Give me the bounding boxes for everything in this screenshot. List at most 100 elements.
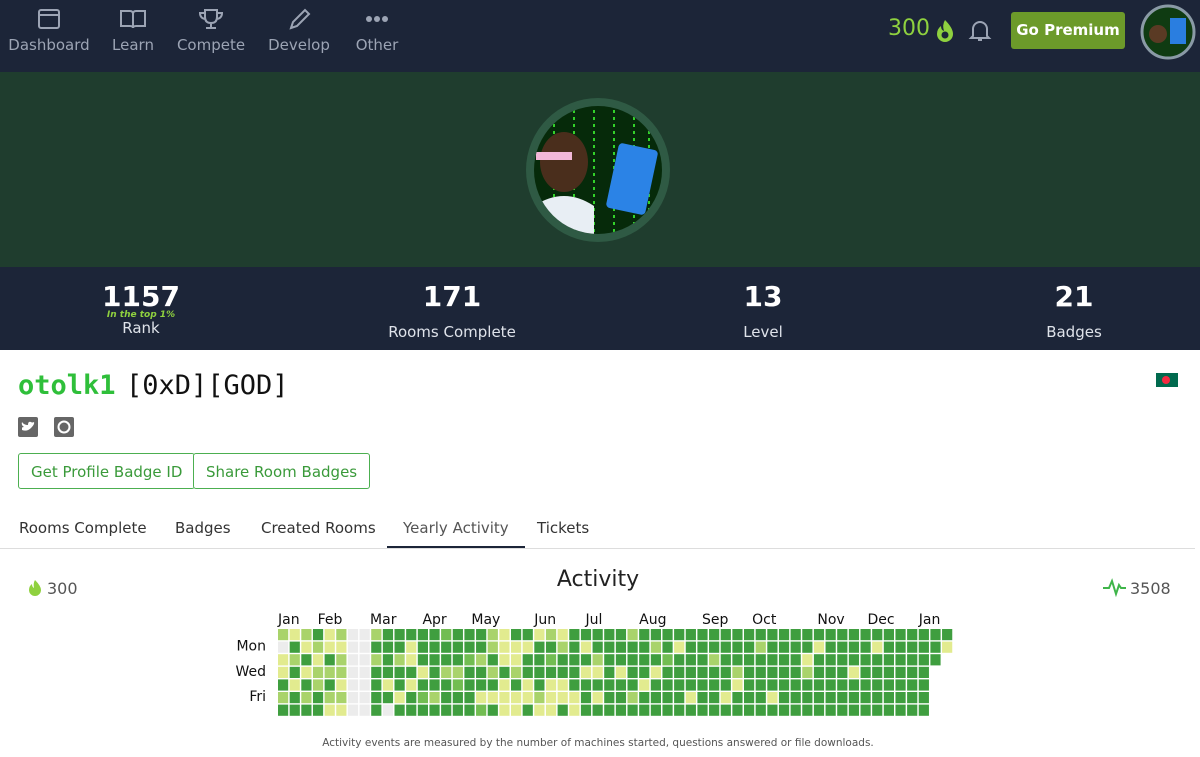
stat-value: 171 <box>422 280 482 313</box>
premium-button[interactable]: Go Premium <box>1011 12 1125 49</box>
activity-cell <box>907 704 918 716</box>
activity-cell <box>802 666 813 678</box>
activity-cell <box>312 704 324 716</box>
activity-cell <box>732 692 743 704</box>
activity-cell <box>417 704 428 716</box>
activity-cell <box>802 629 813 641</box>
activity-cell <box>336 679 347 691</box>
activity-cell <box>650 641 661 653</box>
activity-cell <box>907 641 918 653</box>
activity-cell <box>557 641 568 653</box>
nav-learn[interactable]: Learn <box>88 8 178 54</box>
activity-cell <box>394 692 405 704</box>
tab[interactable]: Tickets <box>537 519 590 537</box>
activity-cell <box>813 704 825 716</box>
activity-cell <box>301 654 312 666</box>
activity-cell <box>382 666 394 678</box>
activity-streak: 300 <box>47 579 78 598</box>
activity-cell <box>860 704 871 716</box>
activity-footnote: Activity events are measured by the numb… <box>322 737 874 749</box>
nav-dashboard[interactable]: Dashboard <box>4 8 94 54</box>
nav-develop[interactable]: Develop <box>254 8 344 54</box>
activity-cell <box>709 641 720 653</box>
activity-cell <box>522 641 533 653</box>
activity-cell <box>406 666 417 678</box>
activity-cell <box>697 629 708 641</box>
activity-cell <box>312 679 324 691</box>
activity-cell <box>674 654 685 666</box>
activity-cell <box>744 629 755 641</box>
activity-cell <box>406 654 417 666</box>
activity-cell <box>301 679 312 691</box>
activity-cell <box>301 704 312 716</box>
activity-cell <box>394 666 405 678</box>
activity-cell <box>685 654 696 666</box>
tab[interactable]: Rooms Complete <box>19 519 147 537</box>
activity-cell <box>872 666 883 678</box>
activity-cell <box>487 692 498 704</box>
activity-cell <box>534 692 545 704</box>
activity-cell <box>790 629 801 641</box>
stat-label: Level <box>743 323 783 341</box>
activity-cell <box>289 679 300 691</box>
month-label: Jan <box>277 612 300 628</box>
activity-cell <box>930 629 941 641</box>
activity-cell <box>872 704 883 716</box>
top-nav: Dashboard Learn Compete Develop Other 30… <box>0 0 1200 72</box>
activity-cell <box>732 666 743 678</box>
activity-cell <box>615 666 627 678</box>
activity-cell <box>848 704 860 716</box>
nav-compete[interactable]: Compete <box>166 8 256 54</box>
country-flag <box>1156 373 1178 387</box>
activity-cell <box>371 679 382 691</box>
bell-icon[interactable] <box>968 18 992 44</box>
activity-cell <box>685 679 696 691</box>
activity-cell <box>464 704 475 716</box>
nav-other[interactable]: Other <box>332 8 422 54</box>
nav-avatar[interactable] <box>1140 4 1196 60</box>
activity-cell <box>767 704 778 716</box>
activity-cell <box>347 629 359 641</box>
activity-cell <box>755 654 766 666</box>
activity-cell <box>476 692 487 704</box>
tab[interactable]: Created Rooms <box>261 519 376 537</box>
activity-cell <box>452 654 463 666</box>
activity-cell <box>569 654 580 666</box>
activity-cell <box>476 666 487 678</box>
twitter-link[interactable] <box>18 417 38 437</box>
activity-cell <box>778 666 790 678</box>
activity-cell <box>511 704 522 716</box>
share-badges-button[interactable]: Share Room Badges <box>193 453 371 489</box>
activity-cell <box>674 641 685 653</box>
activity-cell <box>709 654 720 666</box>
tab[interactable]: Badges <box>175 519 231 537</box>
activity-cell <box>476 641 487 653</box>
activity-cell <box>732 654 743 666</box>
icon <box>289 8 311 30</box>
activity-cell <box>604 692 615 704</box>
activity-cell <box>813 666 825 678</box>
activity-cell <box>382 679 394 691</box>
activity-cell <box>336 654 347 666</box>
activity-cell <box>627 629 638 641</box>
badge-id-button[interactable]: Get Profile Badge ID <box>18 453 196 489</box>
stat: 171 Rooms Complete <box>302 280 602 342</box>
profile-avatar <box>526 98 670 242</box>
tab[interactable]: Yearly Activity <box>387 507 525 549</box>
stat-value: 21 <box>1054 280 1094 313</box>
activity-cell <box>289 666 300 678</box>
activity-cell <box>499 629 510 641</box>
activity-cell <box>709 666 720 678</box>
profile-banner <box>0 72 1200 267</box>
activity-cell <box>860 654 871 666</box>
activity-cell <box>464 654 475 666</box>
nav-label: Learn <box>112 36 154 54</box>
stat: 21 Badges <box>924 280 1200 342</box>
github-link[interactable] <box>54 417 74 437</box>
activity-cell <box>557 704 568 716</box>
activity-cell <box>441 629 452 641</box>
activity-cell <box>324 666 335 678</box>
activity-cell <box>662 654 673 666</box>
month-label: Dec <box>867 612 894 628</box>
activity-cell <box>487 679 498 691</box>
